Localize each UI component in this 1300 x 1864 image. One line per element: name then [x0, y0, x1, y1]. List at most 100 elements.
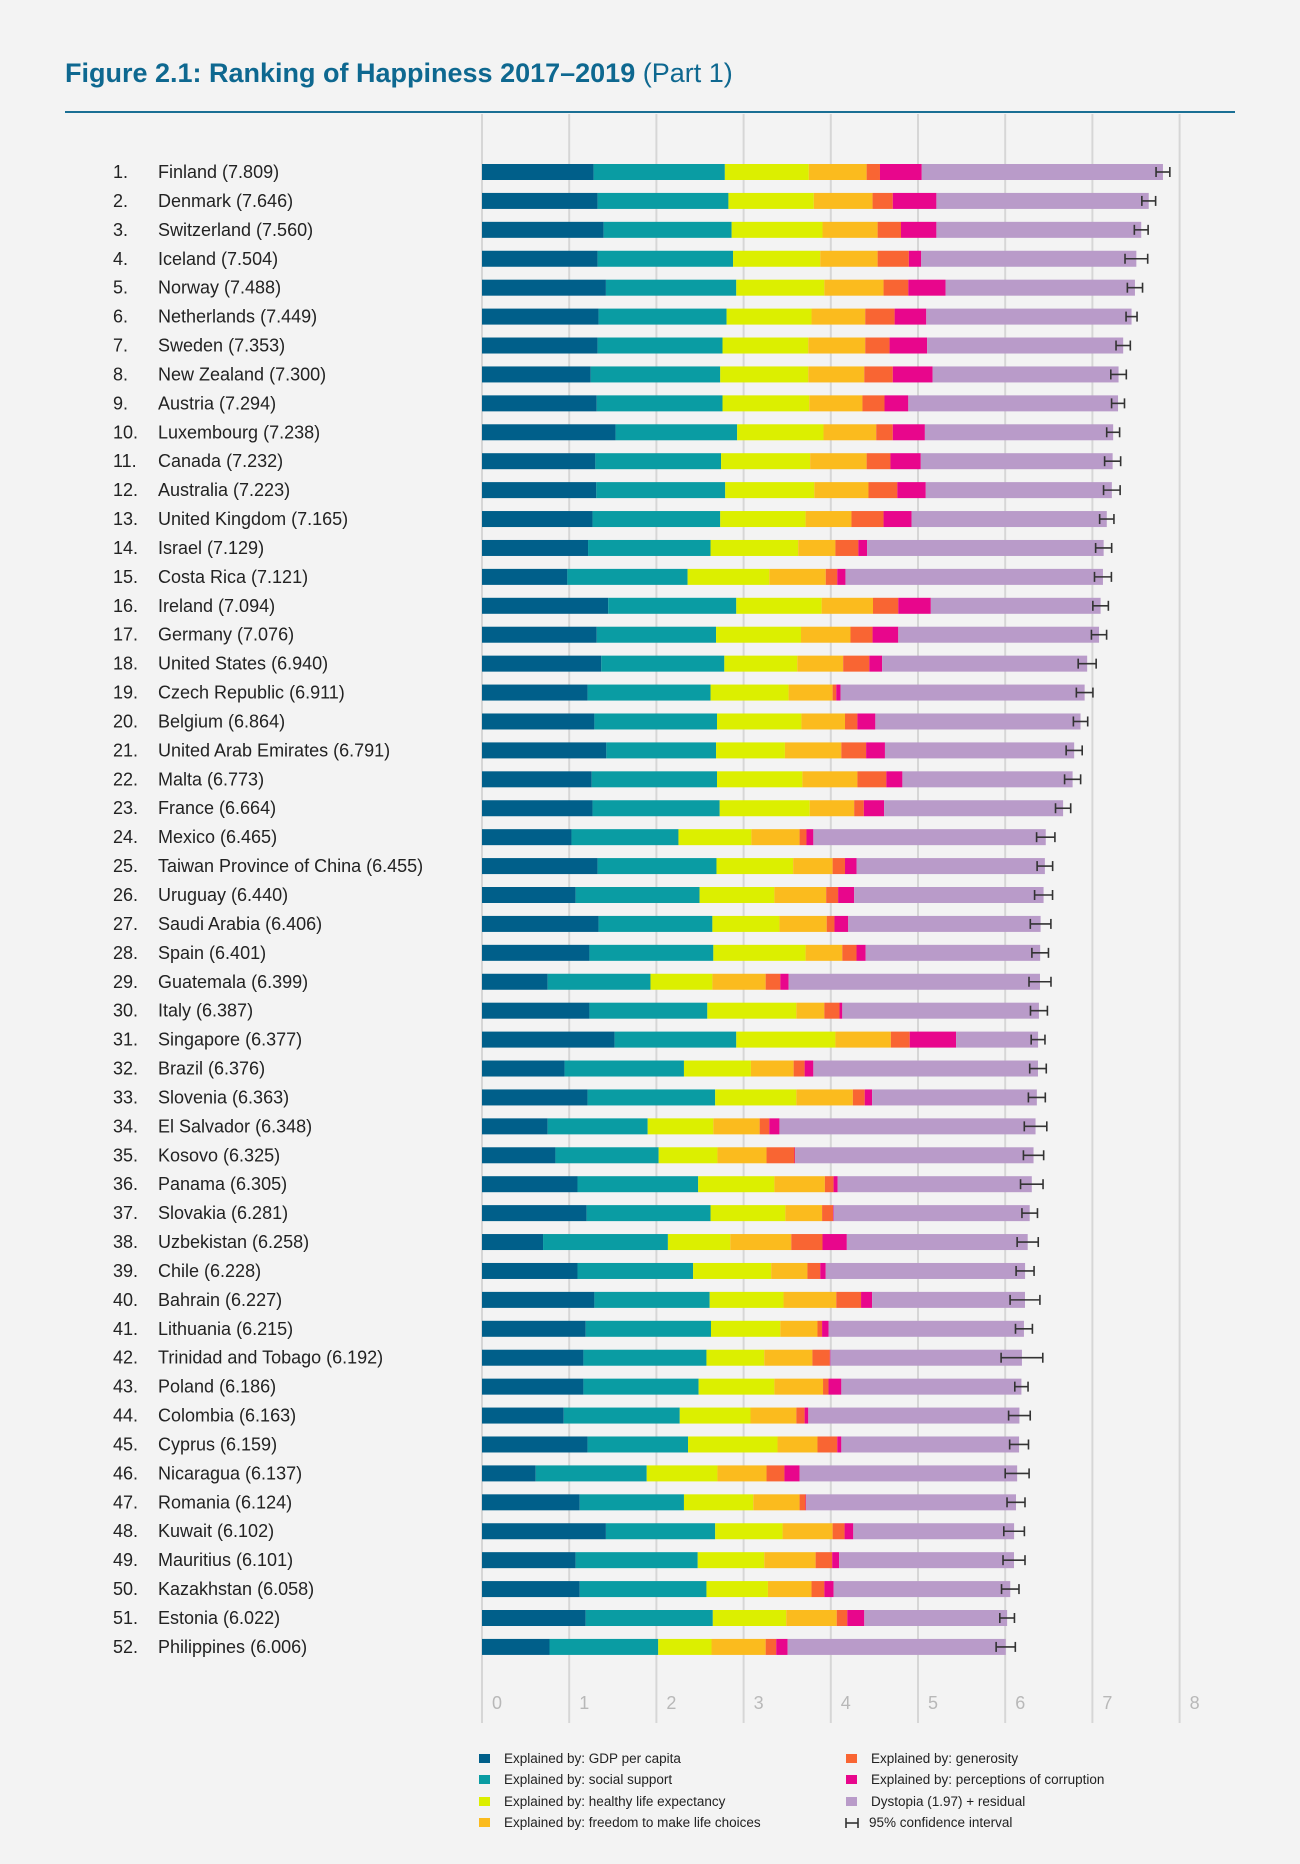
bar-segment: [774, 1378, 824, 1395]
paren: (: [218, 1608, 229, 1628]
rank-label: 41.: [113, 1319, 138, 1339]
rank-label: 7.: [113, 336, 128, 356]
country-score: 6.137: [251, 1463, 296, 1483]
country-score: 6.227: [231, 1290, 276, 1310]
bar-segment: [482, 568, 568, 585]
rank-label: 6.: [113, 307, 128, 327]
rank-label: 44.: [113, 1406, 138, 1426]
bar-segment: [771, 1262, 808, 1279]
bar-segment: [482, 1234, 544, 1251]
country-name: Uruguay: [158, 885, 226, 905]
rank-label: 20.: [113, 711, 138, 731]
country-score: 6.864: [234, 711, 279, 731]
rank-label: 1.: [113, 162, 128, 182]
rank-label: 9.: [113, 393, 128, 413]
bar-segment: [707, 1002, 797, 1019]
country-score: 6.376: [214, 1059, 259, 1079]
rank-label: 12.: [113, 480, 138, 500]
bar-segment: [583, 1378, 699, 1395]
paren: (: [231, 191, 242, 211]
bar-segment: [845, 858, 857, 875]
paren: ): [320, 364, 326, 384]
bar-segment: [713, 944, 806, 961]
bar-segment: [820, 1262, 826, 1279]
paren: ): [279, 336, 285, 356]
country-name: Brazil: [158, 1059, 203, 1079]
country-label: Panama (6.305): [158, 1174, 287, 1194]
bar-segment: [864, 366, 893, 383]
bar-segment: [824, 1176, 834, 1193]
country-score: 7.121: [257, 567, 302, 587]
bar-segment: [787, 1638, 1006, 1655]
rank-label: 39.: [113, 1261, 138, 1281]
country-score: 7.094: [224, 596, 269, 616]
paren: ): [272, 249, 278, 269]
bar-segment: [750, 1407, 797, 1424]
country-score: 6.192: [332, 1348, 377, 1368]
country-score: 6.440: [237, 885, 282, 905]
country-score: 7.232: [232, 451, 277, 471]
bar-segment: [808, 164, 867, 180]
paren: ): [302, 567, 308, 587]
bar-segment: [877, 250, 909, 267]
x-tick-label: 6: [1015, 1693, 1025, 1713]
paren: ): [296, 1463, 302, 1483]
country-label: United Arab Emirates (6.791): [158, 740, 390, 760]
bar-segment: [856, 944, 866, 961]
rank-label: 26.: [113, 885, 138, 905]
paren: (: [220, 1290, 231, 1310]
bar-segment: [812, 1349, 830, 1366]
country-score: 6.377: [251, 1030, 296, 1050]
paren: (: [361, 856, 372, 876]
rank-label: 35.: [113, 1145, 138, 1165]
bar-segment: [766, 1465, 785, 1482]
bar-segment: [828, 1320, 1024, 1337]
country-name: Sweden: [158, 336, 223, 356]
bar-segment: [824, 279, 884, 296]
bar-segment: [765, 973, 781, 990]
bar-segment: [839, 1002, 843, 1019]
country-score: 6.101: [242, 1550, 287, 1570]
bar-segment: [720, 366, 809, 383]
bar-segment: [482, 1581, 580, 1598]
x-tick-label: 8: [1190, 1693, 1200, 1713]
bar-segment: [482, 192, 598, 209]
paren: (: [252, 1579, 263, 1599]
paren: (: [202, 769, 213, 789]
paren: ): [322, 654, 328, 674]
bar-segment: [824, 1002, 840, 1019]
bar-segment: [482, 684, 588, 701]
bar-segment: [482, 1291, 595, 1308]
bar-segment: [848, 915, 1041, 932]
country-label: Luxembourg (7.238): [158, 422, 320, 442]
bar-segment: [884, 742, 1075, 759]
rank-label: 11.: [113, 451, 137, 471]
bar-segment: [796, 1002, 825, 1019]
country-score: 6.791: [339, 740, 384, 760]
bar-segment: [815, 1552, 833, 1569]
rank-label: 27.: [113, 914, 138, 934]
bar-segment: [721, 453, 811, 470]
bar-segment: [813, 1060, 1038, 1077]
bar-segment: [823, 424, 877, 441]
bar-segment: [589, 944, 714, 961]
paren: ): [377, 1348, 383, 1368]
country-name: Philippines: [158, 1637, 245, 1657]
bar-segment: [482, 250, 598, 267]
country-label: Bahrain (6.227): [158, 1290, 282, 1310]
bar-segment: [875, 713, 1081, 730]
paren: (: [218, 1145, 229, 1165]
bar-segment: [782, 1523, 833, 1540]
bar-segment: [864, 1089, 873, 1106]
paren: (: [202, 538, 213, 558]
paren: ): [259, 1059, 265, 1079]
paren: ): [258, 769, 264, 789]
bar-segment: [482, 713, 595, 730]
country-label: Poland (6.186): [158, 1377, 276, 1397]
country-label: France (6.664): [158, 798, 276, 818]
bar-segment: [482, 1610, 586, 1626]
bar-segment: [717, 713, 802, 730]
bar-segment: [751, 829, 800, 846]
country-label: United Kingdom (7.165): [158, 509, 348, 529]
bar-segment: [583, 1349, 707, 1366]
